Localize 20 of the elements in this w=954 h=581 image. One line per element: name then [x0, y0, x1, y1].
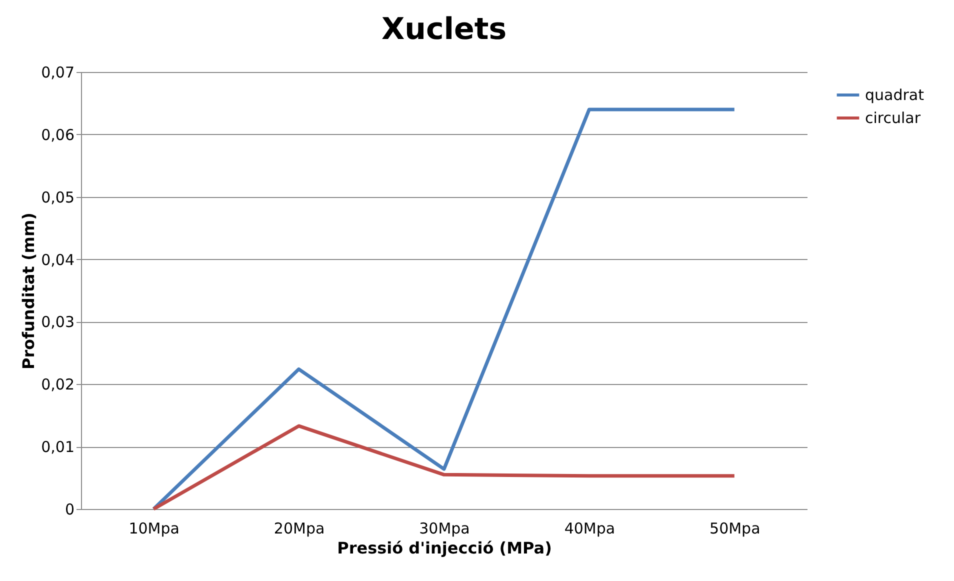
legend-label: circular	[865, 109, 922, 127]
chart-title: Xuclets	[381, 12, 507, 47]
y-tick-label: 0,07	[41, 64, 74, 82]
y-tick-label: 0,05	[41, 188, 74, 206]
x-tick-label: 10Mpa	[128, 520, 180, 538]
y-tick-label: 0,03	[41, 313, 74, 332]
x-axis-title: Pressió d'injecció (MPa)	[337, 538, 552, 558]
y-tick-label: 0,06	[41, 126, 74, 144]
y-axis-title: Profunditat (mm)	[19, 212, 38, 370]
line-series	[152, 424, 736, 511]
y-tick-label: 0	[64, 500, 74, 518]
x-tick-label: 40Mpa	[564, 520, 616, 538]
legend-label: quadrat	[865, 86, 924, 104]
line-series	[152, 108, 736, 511]
y-tick-label: 0,02	[41, 376, 74, 394]
x-tick-label: 30Mpa	[419, 520, 470, 538]
y-tick-label: 0,04	[41, 250, 74, 269]
x-tick-label: 20Mpa	[274, 520, 325, 538]
x-tick-label: 50Mpa	[710, 520, 760, 538]
y-tick-label: 0,01	[41, 438, 74, 456]
